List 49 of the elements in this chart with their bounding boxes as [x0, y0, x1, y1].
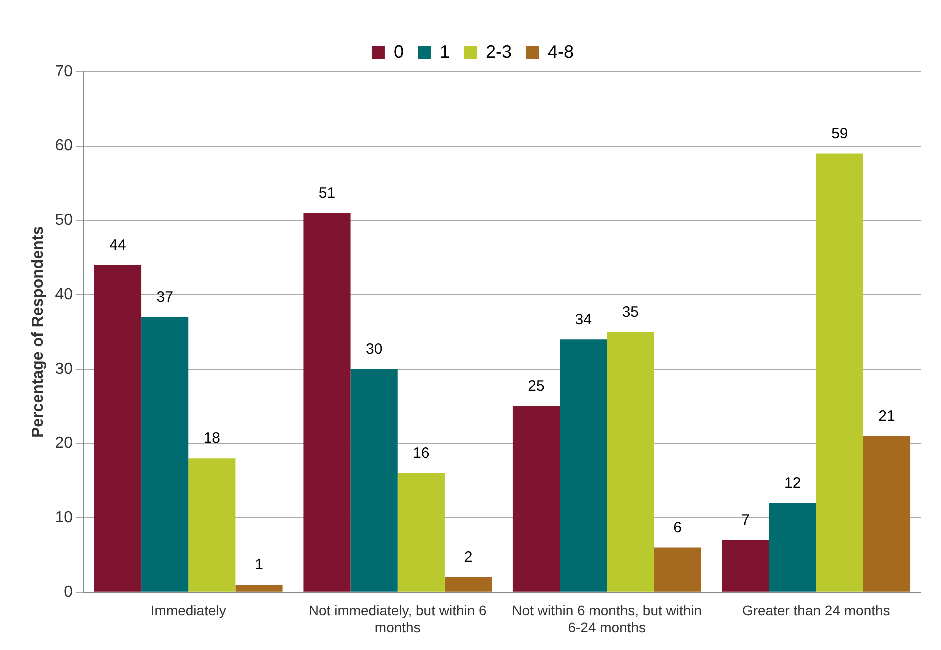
bar	[607, 332, 654, 592]
y-tick-label: 10	[55, 509, 74, 526]
y-tick-label: 50	[55, 212, 74, 230]
x-tick-label: Not within 6 months, but within 6-24 months	[512, 602, 702, 636]
data-label: 21	[878, 408, 896, 425]
bar	[560, 340, 608, 592]
y-tick-label: 30	[55, 360, 74, 378]
bar	[94, 265, 142, 592]
y-tick-label: 40	[55, 286, 74, 304]
data-label: 25	[528, 378, 545, 396]
bar	[350, 369, 398, 592]
data-label: 59	[832, 125, 848, 142]
data-label: 37	[156, 288, 174, 306]
bar	[654, 548, 702, 592]
bar	[769, 503, 816, 592]
bar	[236, 584, 283, 592]
legend-label: 1	[440, 42, 450, 62]
legend-label: 0	[394, 42, 404, 62]
x-tick-label: Not immediately, but within 6 months	[308, 602, 488, 636]
x-tick-label: Greater than 24 months	[742, 602, 890, 619]
data-label: 30	[366, 341, 383, 358]
x-tick-label: Immediately	[150, 602, 226, 619]
bar	[142, 317, 189, 592]
data-label: 1	[255, 556, 264, 574]
data-label: 16	[413, 445, 430, 462]
bar	[512, 406, 560, 592]
bar	[304, 213, 351, 592]
legend-label: 4-8	[548, 42, 574, 62]
y-tick-label: 0	[64, 584, 74, 601]
bar	[722, 540, 770, 592]
bar	[398, 473, 445, 592]
data-label: 44	[110, 236, 126, 254]
data-label: 34	[575, 311, 592, 328]
y-tick-label: 20	[55, 435, 74, 452]
data-label: 7	[742, 512, 750, 529]
bar	[188, 458, 236, 592]
data-label: 12	[784, 474, 802, 492]
data-label: 6	[674, 519, 682, 536]
data-label: 18	[204, 430, 221, 448]
bar	[444, 578, 492, 592]
y-tick-label: 70	[55, 63, 74, 80]
data-label: 2	[464, 549, 473, 566]
data-label: 51	[318, 184, 336, 202]
legend-label: 2-3	[486, 42, 512, 62]
data-label: 35	[622, 304, 640, 321]
bar	[863, 436, 911, 592]
bar	[816, 154, 864, 592]
y-axis-title: Percentage of Respondents	[30, 226, 48, 438]
y-tick-label: 60	[55, 138, 74, 155]
